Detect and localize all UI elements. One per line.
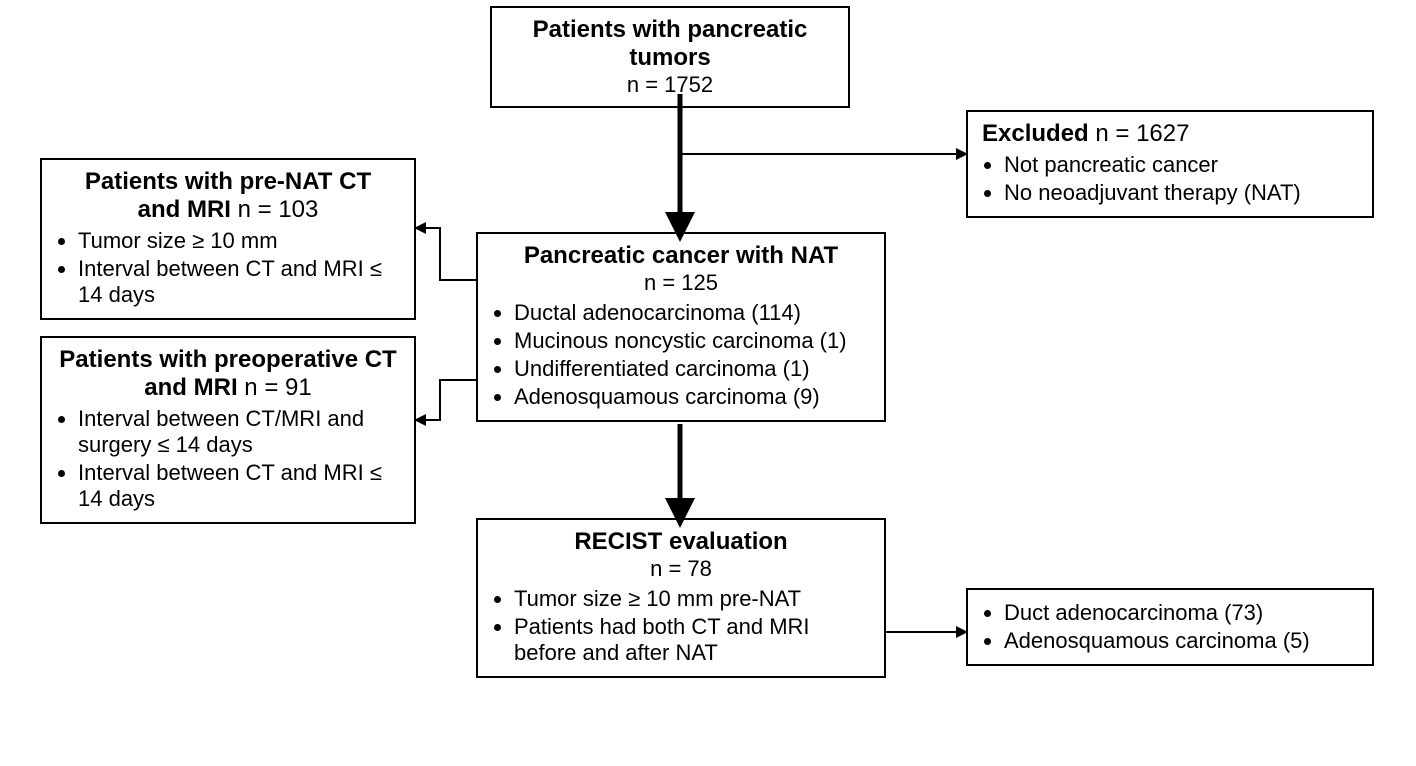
node-pre-nat-ct-mri: Patients with pre-NAT CT and MRI n = 103… (40, 158, 416, 320)
n2-bullets: Ductal adenocarcinoma (114) Mucinous non… (492, 300, 870, 410)
right2-bullets: Duct adenocarcinoma (73) Adenosquamous c… (982, 600, 1358, 654)
node-subtitle: n = 125 (492, 270, 870, 296)
node-recist-breakdown: Duct adenocarcinoma (73) Adenosquamous c… (966, 588, 1374, 666)
node-title: Patients with pancreatic tumors (506, 16, 834, 72)
node-pancreatic-cancer-nat: Pancreatic cancer with NAT n = 125 Ducta… (476, 232, 886, 422)
list-item: Adenosquamous carcinoma (5) (1004, 628, 1358, 654)
left1-title: Patients with pre-NAT CT and MRI n = 103 (56, 168, 400, 224)
title-line: Patients with preoperative CT (59, 346, 396, 373)
list-item: Undifferentiated carcinoma (1) (514, 356, 870, 382)
list-item: Tumor size ≥ 10 mm pre-NAT (514, 586, 870, 612)
list-item: Interval between CT and MRI ≤ 14 days (78, 460, 400, 512)
list-item: Tumor size ≥ 10 mm (78, 228, 400, 254)
title-line: and MRI (138, 196, 231, 223)
left2-title: Patients with preoperative CT and MRI n … (56, 346, 400, 402)
list-item: No neoadjuvant therapy (NAT) (1004, 180, 1358, 206)
node-subtitle: n = 78 (492, 556, 870, 582)
left1-bullets: Tumor size ≥ 10 mm Interval between CT a… (56, 228, 400, 308)
title-line: Patients with pre-NAT CT (85, 168, 371, 195)
list-item: Duct adenocarcinoma (73) (1004, 600, 1358, 626)
node-title: RECIST evaluation (492, 528, 870, 556)
list-item: Interval between CT/MRI and surgery ≤ 14… (78, 406, 400, 458)
node-title: Pancreatic cancer with NAT (492, 242, 870, 270)
node-recist-evaluation: RECIST evaluation n = 78 Tumor size ≥ 10… (476, 518, 886, 678)
excluded-heading-line: Excluded n = 1627 (982, 120, 1358, 148)
excluded-bullets: Not pancreatic cancer No neoadjuvant the… (982, 152, 1358, 206)
node-preoperative-ct-mri: Patients with preoperative CT and MRI n … (40, 336, 416, 524)
node-subtitle: n = 1752 (506, 72, 834, 98)
title-n: n = 91 (244, 374, 311, 401)
title-line: and MRI (144, 374, 237, 401)
edge-e4 (416, 228, 476, 280)
title-n: n = 103 (238, 196, 319, 223)
excluded-heading: Excluded (982, 120, 1089, 147)
node-excluded: Excluded n = 1627 Not pancreatic cancer … (966, 110, 1374, 218)
excluded-n: n = 1627 (1095, 120, 1189, 147)
left2-bullets: Interval between CT/MRI and surgery ≤ 14… (56, 406, 400, 512)
list-item: Adenosquamous carcinoma (9) (514, 384, 870, 410)
edge-e5 (416, 380, 476, 420)
n3-bullets: Tumor size ≥ 10 mm pre-NAT Patients had … (492, 586, 870, 666)
list-item: Interval between CT and MRI ≤ 14 days (78, 256, 400, 308)
list-item: Ductal adenocarcinoma (114) (514, 300, 870, 326)
list-item: Not pancreatic cancer (1004, 152, 1358, 178)
node-patients-tumors: Patients with pancreatic tumors n = 1752 (490, 6, 850, 108)
list-item: Mucinous noncystic carcinoma (1) (514, 328, 870, 354)
list-item: Patients had both CT and MRI before and … (514, 614, 870, 666)
